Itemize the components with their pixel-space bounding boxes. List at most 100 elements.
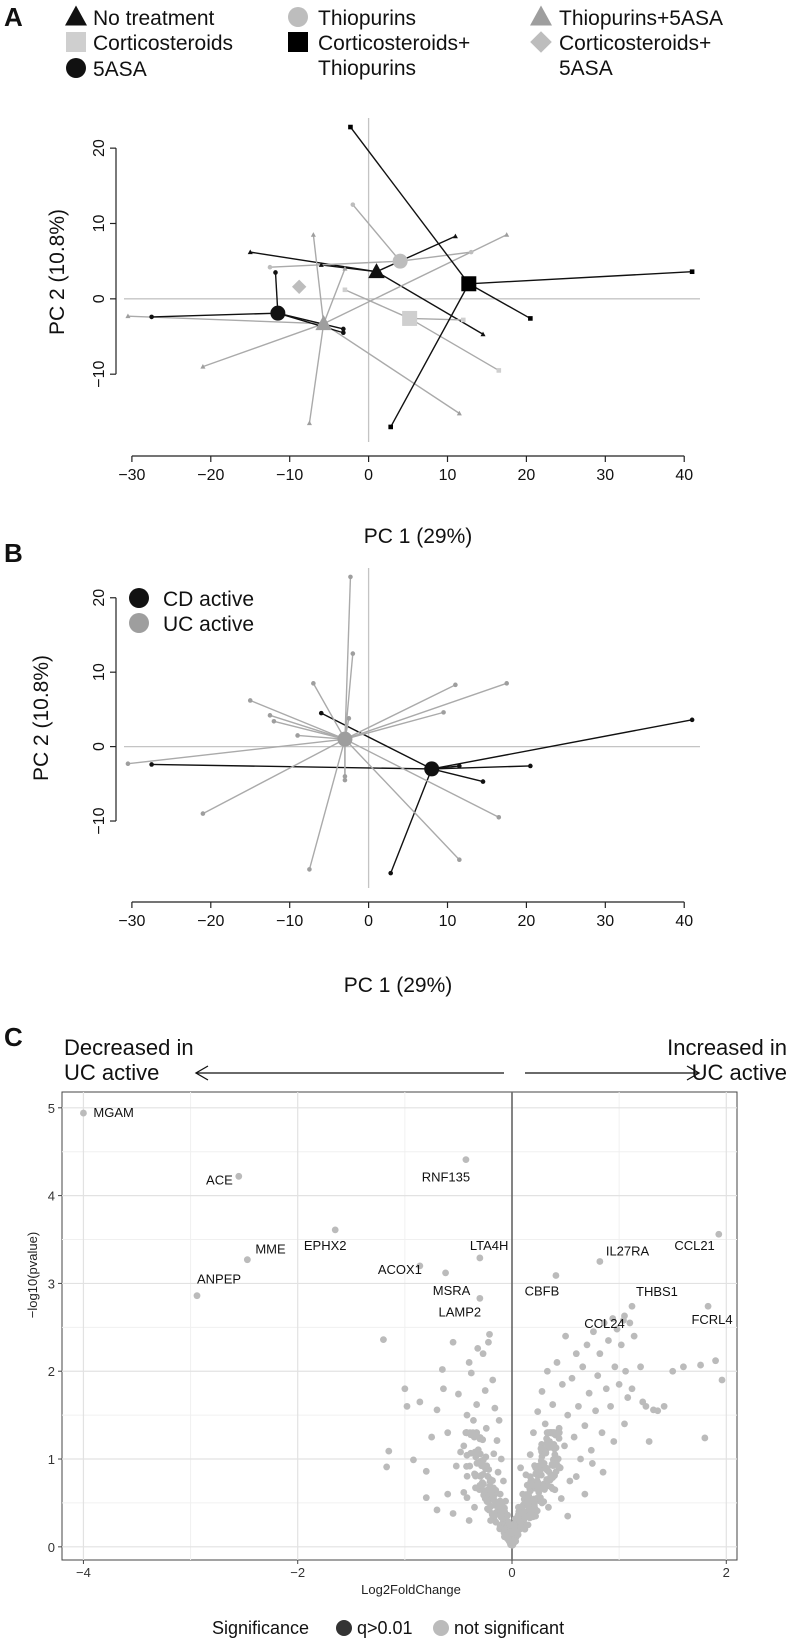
volcano-point (537, 1445, 545, 1452)
pca-a-spoke-corticosteroids-thiopurins (468, 283, 531, 320)
volcano-gene-point-msra (442, 1269, 449, 1277)
volcano-point (598, 1429, 606, 1437)
pca-b-sample-uc-active (307, 867, 312, 872)
volcano-point (498, 1514, 506, 1522)
pca-a-sample-corticosteroids-thiopurins (348, 124, 353, 130)
pca-a-spoke-thiopurins (352, 204, 401, 262)
volcano-point (564, 1512, 572, 1520)
legend-a-label-line: Corticosteroids (93, 32, 233, 55)
volcano-point (495, 1416, 503, 1424)
volcano-gene-point-rnf135 (462, 1156, 470, 1164)
volcano-xlabel: Log2FoldChange (361, 1582, 461, 1597)
volcano-x-tick-label: 2 (723, 1565, 730, 1580)
pca-a-spoke-no-treatment (376, 235, 456, 273)
pca-a-x-tick-label: −20 (197, 467, 224, 484)
volcano-point (433, 1506, 441, 1514)
pca-a-x-tick-label: −10 (276, 467, 303, 484)
volcano-point (534, 1479, 542, 1487)
pca-a-sample-corticosteroids-thiopurins (388, 424, 393, 430)
volcano-gene-point-lta4h (476, 1254, 484, 1262)
volcano-point (712, 1357, 719, 1365)
pca-b-x-tick-label: 20 (518, 913, 536, 930)
volcano-point (471, 1503, 478, 1511)
volcano-point (497, 1455, 505, 1463)
pca-a-spoke-thiopurins-5asa (322, 268, 346, 324)
volcano-point (473, 1401, 481, 1408)
legend-a-label-line: Thiopurins (318, 7, 416, 30)
volcano-point (564, 1411, 572, 1419)
volcano-point (488, 1511, 496, 1519)
volcano-point (473, 1459, 481, 1467)
volcano-point (500, 1477, 507, 1485)
legend-a-marker-corticosteroids-thiopurins (288, 32, 308, 52)
pca-a-x-tick-label: 20 (518, 467, 536, 484)
pca-a-y-tick-label: −10 (91, 361, 108, 388)
legend-b-label-cd-active: CD active (163, 588, 254, 611)
volcano-gene-label-fcrl4: FCRL4 (691, 1312, 732, 1327)
volcano-point (502, 1497, 509, 1505)
volcano-point (630, 1332, 638, 1340)
volcano-point (697, 1361, 704, 1369)
volcano-point (551, 1451, 559, 1459)
volcano-point (433, 1406, 441, 1414)
pca-b-sample-uc-active (441, 710, 446, 715)
pca-a-sample-thiopurins-5asa (125, 313, 131, 319)
volcano-point (440, 1385, 447, 1393)
pca-b-spoke-uc-active (344, 653, 354, 740)
volcano-point (474, 1344, 482, 1352)
volcano-point (628, 1385, 636, 1393)
volcano-y-tick-label: 0 (48, 1540, 55, 1555)
pca-b-spoke-cd-active (390, 768, 433, 874)
pca-b-x-tick-label: 40 (675, 913, 693, 930)
legend-a-label-5asa: 5ASA (93, 58, 147, 81)
pca-b-sample-uc-active (346, 716, 352, 721)
panel-a-letter: A (4, 2, 23, 32)
pca-b-spoke-uc-active (127, 738, 346, 765)
volcano-point (561, 1442, 568, 1450)
volcano-point (526, 1451, 534, 1459)
pca-a-sample-thiopurins-5asa (306, 420, 312, 426)
pca-a-centroid-corticosteroids (402, 310, 418, 326)
volcano-point (553, 1359, 561, 1366)
pca-b-x-tick-label: 10 (439, 913, 457, 930)
volcano-point (535, 1488, 543, 1496)
volcano-point (410, 1456, 417, 1464)
volcano-gene-point-mme (243, 1256, 251, 1264)
volcano-point (383, 1463, 391, 1471)
volcano-gene-point-thbs1 (628, 1302, 636, 1310)
pca-b-spoke-uc-active (273, 720, 346, 740)
volcano-point (581, 1422, 589, 1430)
volcano-point (538, 1388, 546, 1395)
volcano-point (506, 1521, 514, 1529)
legend-a-label-line: Corticosteroids+ (559, 32, 711, 55)
pca-b-spoke-uc-active (269, 714, 346, 740)
pca-a-spoke-thiopurins-5asa (202, 323, 324, 368)
volcano-point (532, 1512, 539, 1520)
volcano-point (513, 1531, 521, 1538)
volcano-point (585, 1389, 593, 1397)
pca-a-sample-thiopurins-5asa (456, 410, 462, 416)
volcano-point (478, 1460, 486, 1467)
pca-b-sample-cd-active (480, 779, 486, 784)
volcano-point (509, 1538, 517, 1545)
volcano-point (602, 1385, 610, 1393)
decreased-arrow (194, 1065, 504, 1081)
volcano-point (511, 1515, 519, 1523)
pca-a-sample-5asa (273, 270, 278, 275)
volcano-point (487, 1517, 494, 1524)
significance-dot-ns (433, 1620, 449, 1636)
pca-a-centroid-thiopurins (392, 253, 408, 269)
pca-b-sample-uc-active (504, 681, 509, 686)
pca-b-y-tick-label: 0 (91, 742, 108, 751)
pca-a-spoke-thiopurins-5asa (308, 323, 325, 424)
legend-a-label-line: 5ASA (559, 57, 613, 80)
volcano-point (622, 1367, 629, 1375)
legend-panel-a: No treatment Thiopurins Thiopurins+5ASACor… (65, 5, 723, 81)
pca-a-centroid-thiopurins-5asa (315, 315, 332, 331)
volcano-point (522, 1471, 530, 1479)
volcano-gene-label-il27ra: IL27RA (606, 1243, 650, 1258)
legend-a-marker-5asa (66, 58, 86, 78)
volcano-y-tick-label: 3 (48, 1276, 55, 1291)
volcano-point (489, 1376, 497, 1384)
volcano-gene-label-acox1: ACOX1 (378, 1262, 422, 1277)
